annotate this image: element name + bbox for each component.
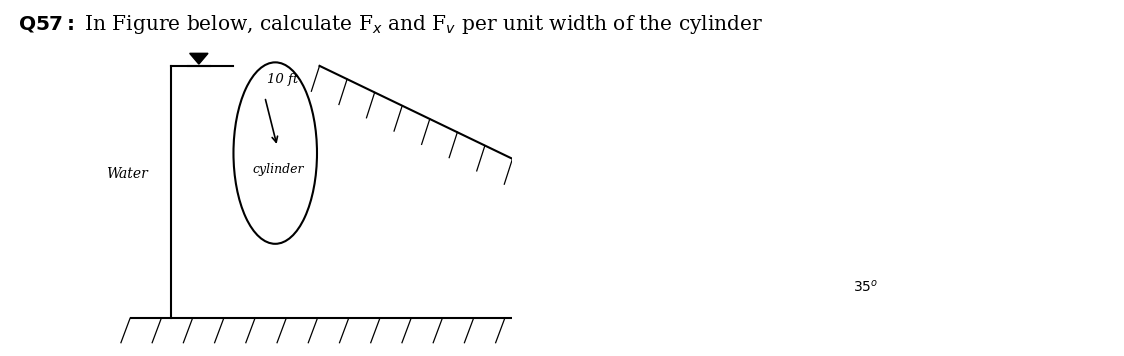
Text: $35^o$: $35^o$	[853, 279, 879, 295]
Text: cylinder: cylinder	[252, 163, 303, 176]
Text: $\bf{Q57:}$ In Figure below, calculate F$_x$ and F$_v$ per unit width of the cyl: $\bf{Q57:}$ In Figure below, calculate F…	[18, 13, 763, 36]
Polygon shape	[190, 53, 208, 64]
Text: 10 ft: 10 ft	[268, 73, 299, 86]
Text: Water: Water	[106, 167, 148, 182]
